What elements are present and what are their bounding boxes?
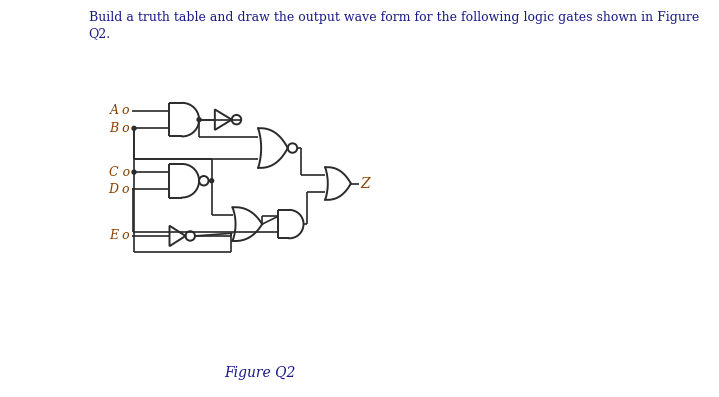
Text: B o: B o: [109, 122, 130, 135]
Circle shape: [197, 118, 201, 121]
Text: D o: D o: [109, 183, 130, 196]
Text: Figure Q2: Figure Q2: [224, 366, 296, 380]
Text: Q2.: Q2.: [88, 27, 111, 40]
Circle shape: [132, 170, 136, 174]
Circle shape: [210, 179, 214, 183]
Text: Build a truth table and draw the output wave form for the following logic gates : Build a truth table and draw the output …: [88, 11, 699, 24]
Text: Z: Z: [361, 177, 370, 191]
Text: C o: C o: [109, 166, 130, 179]
Text: E o: E o: [109, 229, 130, 243]
Text: A o: A o: [109, 104, 130, 118]
Circle shape: [132, 126, 136, 130]
